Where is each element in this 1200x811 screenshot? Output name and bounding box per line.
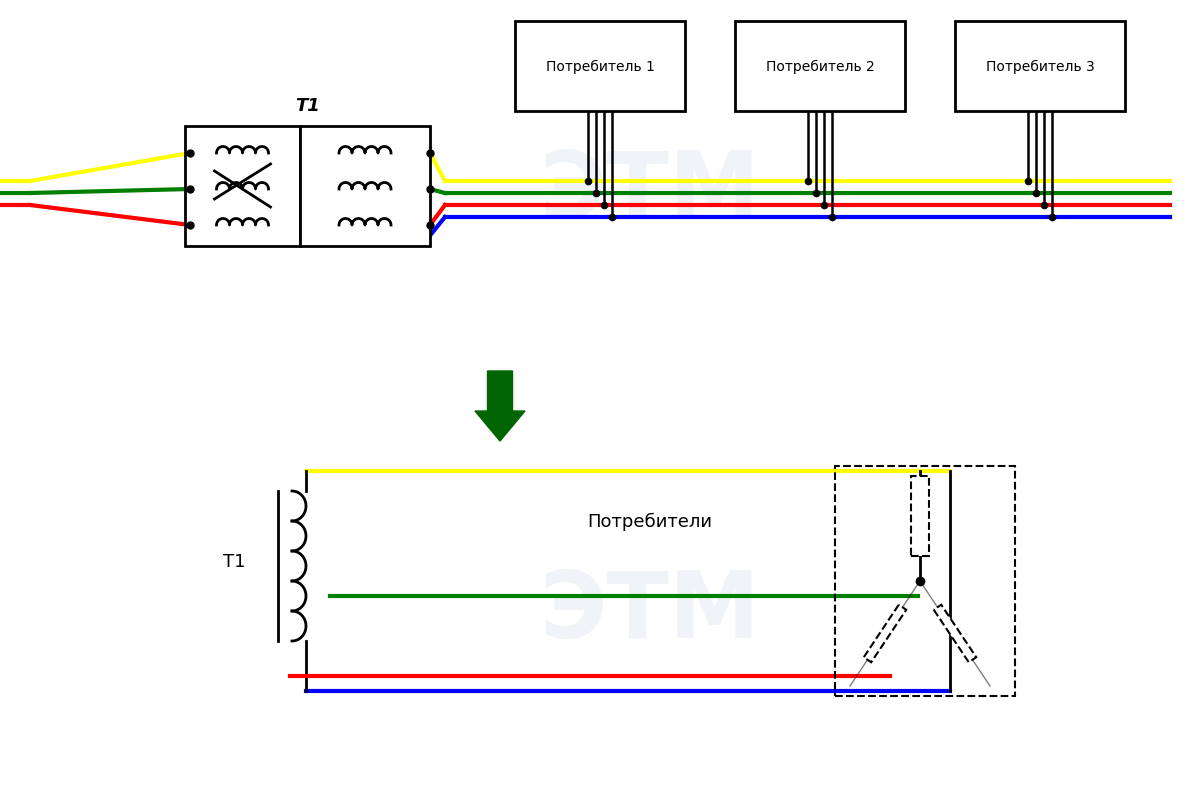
Bar <box>955 22 1124 112</box>
Text: T1: T1 <box>222 552 245 570</box>
Text: ЭТМ: ЭТМ <box>540 566 761 656</box>
Bar <box>185 127 300 247</box>
Text: T1: T1 <box>295 97 320 115</box>
Bar <box>300 127 430 247</box>
Text: Потребитель 3: Потребитель 3 <box>985 60 1094 74</box>
Text: ЭТМ: ЭТМ <box>540 147 761 237</box>
FancyArrow shape <box>475 371 526 441</box>
Text: Потребители: Потребители <box>588 513 713 530</box>
Bar <box>734 22 905 112</box>
Bar <box>911 476 929 556</box>
Text: Потребитель 2: Потребитель 2 <box>766 60 875 74</box>
Bar <box>934 605 977 663</box>
Bar <box>515 22 685 112</box>
Text: Потребитель 1: Потребитель 1 <box>546 60 654 74</box>
Bar <box>835 466 1015 696</box>
Bar <box>864 605 906 663</box>
